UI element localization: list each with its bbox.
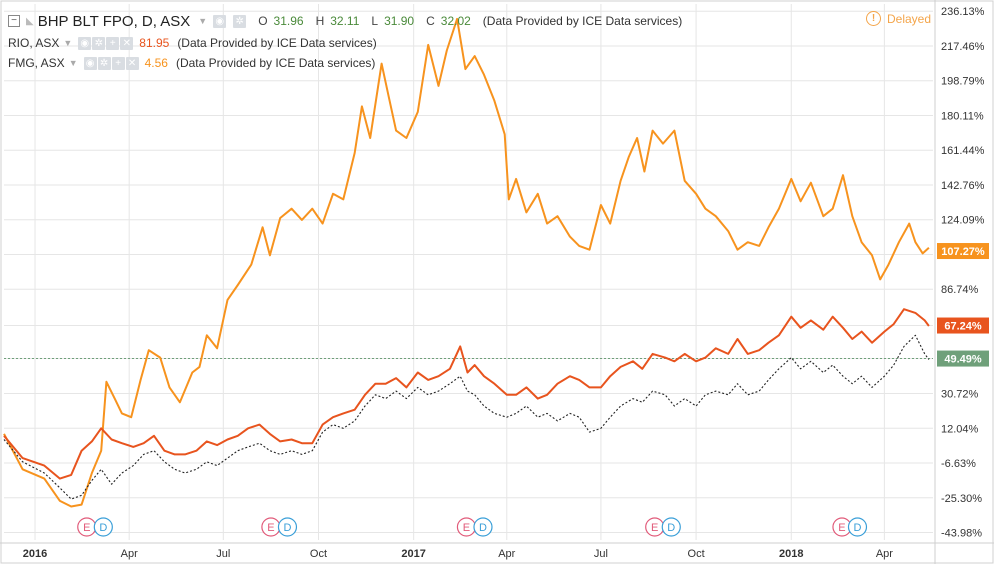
last-value-tag — [937, 317, 989, 334]
y-tick-label: 142.76% — [941, 180, 985, 192]
series-line-2 — [3, 334, 930, 500]
earnings-marker-label[interactable]: E — [651, 522, 658, 534]
x-tick-label: Apr — [876, 548, 893, 560]
dividend-marker[interactable] — [473, 517, 493, 537]
plus-icon[interactable]: + — [106, 36, 120, 50]
close-icon[interactable]: ✕ — [120, 36, 134, 50]
chevron-down-icon[interactable]: ▼ — [63, 38, 73, 48]
legend-compare-fmg[interactable]: FMG, ASX ▼ ◉ ✲ + ✕ 4.56 (Data Provided b… — [8, 53, 375, 73]
x-tick-label: Jul — [216, 548, 230, 560]
y-tick-label: 198.79% — [941, 76, 985, 88]
compare-value: 81.95 — [139, 36, 170, 50]
y-tick-label: 180.11% — [941, 110, 984, 122]
series-lines — [3, 17, 930, 508]
high-value: 32.11 — [330, 14, 360, 28]
earnings-marker-label[interactable]: E — [83, 522, 90, 534]
legend-buttons: ◉ ✲ + ✕ — [78, 36, 134, 50]
gear-icon[interactable]: ✲ — [233, 14, 247, 28]
legend-main[interactable]: − ◣ BHP BLT FPO, D, ASX ▼ ◉ ✲ O 31.96 H 32… — [8, 11, 688, 31]
last-value-tags: 107.27% 67.24% 49.49% — [937, 243, 989, 367]
low-label: L — [371, 14, 379, 28]
legend-buttons: ◉ ✲ — [213, 14, 252, 28]
dividend-marker-label[interactable]: D — [854, 522, 862, 534]
x-tick-label: Jul — [594, 548, 608, 560]
y-tick-label: 236.13% — [941, 6, 985, 18]
close-icon[interactable]: ✕ — [125, 56, 139, 70]
main-symbol[interactable]: BHP BLT FPO, D, ASX — [37, 12, 191, 30]
legend-compare-rio[interactable]: RIO, ASX ▼ ◉ ✲ + ✕ 81.95 (Data Provided … — [8, 33, 377, 53]
open-label: O — [258, 14, 268, 28]
data-provider-note: (Data Provided by ICE Data services) — [177, 36, 377, 50]
compare-symbol[interactable]: FMG, ASX — [8, 56, 65, 70]
plus-icon[interactable]: + — [111, 56, 125, 70]
dividend-marker-label[interactable]: D — [283, 522, 291, 534]
gear-icon[interactable]: ✲ — [97, 56, 111, 70]
y-tick-label: 217.46% — [941, 41, 985, 53]
dividend-marker-label[interactable]: D — [479, 522, 487, 534]
eye-icon[interactable]: ◉ — [78, 36, 92, 50]
compare-value: 4.56 — [144, 56, 168, 70]
series-line-1 — [3, 308, 930, 480]
gear-icon[interactable]: ✲ — [92, 36, 106, 50]
alert-icon: ! — [866, 11, 881, 26]
collapse-icon[interactable]: − — [8, 15, 20, 27]
dividend-marker[interactable] — [93, 517, 113, 537]
chevron-down-icon[interactable]: ▼ — [68, 58, 78, 68]
last-value-label: 67.24% — [944, 321, 982, 333]
x-tick-label: 2018 — [779, 548, 803, 560]
data-provider-note: (Data Provided by ICE Data services) — [175, 56, 376, 70]
x-tick-label: 2016 — [23, 548, 47, 560]
last-value-label: 107.27% — [941, 246, 985, 258]
open-value: 31.96 — [273, 14, 304, 28]
close-label: C — [426, 14, 435, 28]
dividend-marker[interactable] — [847, 517, 868, 537]
earnings-marker-label[interactable]: E — [838, 522, 845, 534]
chevron-down-icon[interactable]: ▼ — [198, 16, 208, 26]
eye-icon[interactable]: ◉ — [213, 14, 227, 28]
compare-symbol[interactable]: RIO, ASX — [8, 36, 60, 50]
earnings-marker-label[interactable]: E — [267, 522, 274, 534]
last-value-label: 49.49% — [944, 354, 982, 366]
y-tick-label: 86.74% — [941, 284, 979, 296]
high-label: H — [315, 14, 325, 28]
last-value-tag — [937, 243, 989, 260]
x-tick-label: Oct — [688, 548, 705, 560]
earnings-marker-label[interactable]: E — [463, 522, 470, 534]
x-tick-label: 2017 — [401, 548, 425, 560]
delayed-indicator[interactable]: ! Delayed — [866, 11, 931, 26]
data-provider-note: (Data Provided by ICE Data services) — [482, 14, 683, 28]
series-line-0 — [3, 17, 930, 508]
y-tick-label: 12.04% — [941, 423, 979, 435]
y-tick-label: -6.63% — [941, 458, 976, 470]
x-tick-label: Oct — [310, 548, 327, 560]
close-value: 32.02 — [440, 14, 471, 28]
x-tick-label: Apr — [121, 548, 138, 560]
eye-icon[interactable]: ◉ — [83, 56, 97, 70]
x-tick-label: Apr — [498, 548, 515, 560]
low-value: 31.90 — [384, 14, 415, 28]
y-tick-label: -25.30% — [941, 493, 982, 505]
last-value-tag — [937, 350, 989, 367]
flag-icon: ◣ — [26, 15, 34, 27]
y-tick-label: -43.98% — [941, 528, 982, 540]
dividend-marker-label[interactable]: D — [99, 522, 107, 534]
legend-buttons: ◉ ✲ + ✕ — [83, 56, 139, 70]
dividend-marker-label[interactable]: D — [667, 522, 675, 534]
dividend-marker[interactable] — [277, 517, 298, 537]
dividend-marker[interactable] — [661, 517, 681, 537]
delayed-label: Delayed — [887, 11, 932, 26]
y-tick-label: 161.44% — [941, 145, 985, 157]
y-tick-label: 124.09% — [941, 215, 985, 227]
y-tick-label: 30.72% — [941, 388, 979, 400]
